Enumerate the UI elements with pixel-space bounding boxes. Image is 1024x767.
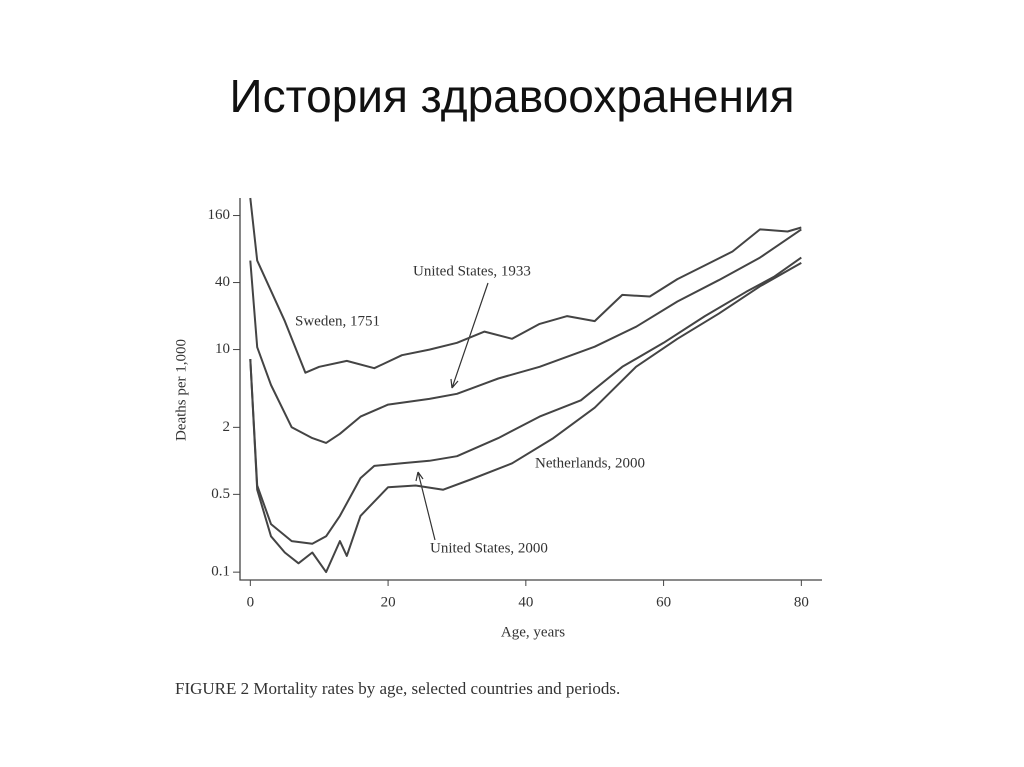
y-tick-label: 0.5 bbox=[211, 486, 230, 502]
series-label: United States, 2000 bbox=[430, 540, 548, 556]
series-line bbox=[249, 228, 802, 444]
arrow bbox=[415, 471, 436, 541]
slide-title: История здравоохранения bbox=[230, 70, 795, 122]
series-label: Netherlands, 2000 bbox=[535, 455, 645, 471]
caption: FIGURE 2 Mortality rates by age, selecte… bbox=[175, 679, 620, 698]
x-axis-label: Age, years bbox=[501, 624, 565, 640]
x-tick-label: 40 bbox=[518, 594, 533, 610]
x-tick-label: 60 bbox=[656, 594, 671, 610]
series-label: United States, 1933 bbox=[413, 263, 531, 279]
y-tick-label: 0.1 bbox=[211, 564, 230, 580]
arrow bbox=[450, 282, 489, 389]
series-line bbox=[249, 197, 802, 374]
y-axis-label: Deaths per 1,000 bbox=[173, 339, 189, 441]
series-line bbox=[249, 262, 802, 574]
y-tick-label: 10 bbox=[215, 341, 230, 357]
y-tick-label: 40 bbox=[215, 274, 230, 290]
axes bbox=[239, 198, 822, 581]
series-line bbox=[249, 256, 802, 545]
y-tick-label: 2 bbox=[223, 419, 231, 435]
x-tick-label: 20 bbox=[381, 594, 396, 610]
y-tick-label: 160 bbox=[208, 207, 231, 223]
series-label: Sweden, 1751 bbox=[295, 313, 380, 329]
x-tick-label: 80 bbox=[794, 594, 809, 610]
x-tick-label: 0 bbox=[247, 594, 255, 610]
